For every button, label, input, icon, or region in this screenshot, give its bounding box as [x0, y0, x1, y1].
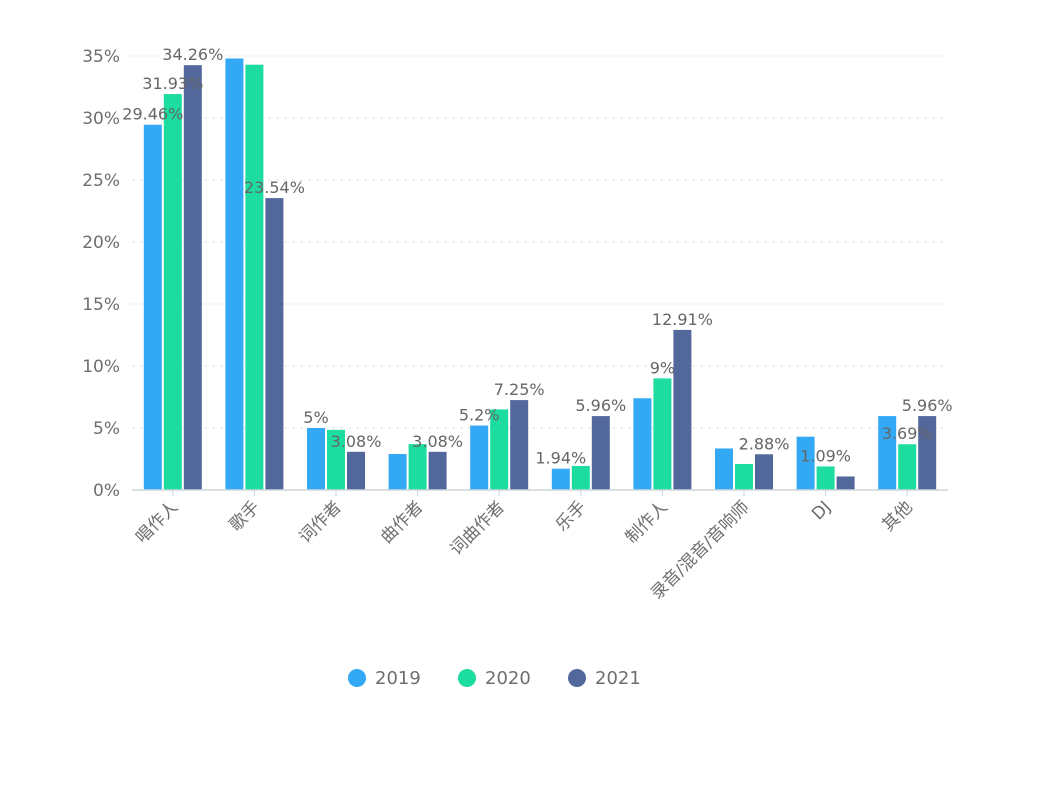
y-tick-label: 15%: [82, 295, 120, 315]
data-label: 1.09%: [800, 446, 851, 465]
y-axis-ticks: 0% 5% 10% 15% 20% 25% 30% 35%: [82, 47, 120, 501]
bar-2021: [510, 400, 529, 490]
data-label: 3.08%: [331, 432, 382, 451]
y-tick-label: 30%: [82, 109, 120, 129]
y-tick-label: 20%: [82, 233, 120, 253]
bar-2020: [490, 409, 509, 490]
bar-2019: [715, 448, 733, 490]
legend-label: 2020: [485, 668, 531, 689]
y-tick-label: 35%: [82, 47, 120, 67]
x-category-label: 制作人: [622, 497, 672, 547]
bar-2020: [245, 64, 264, 491]
x-category-label: 其他: [879, 497, 917, 535]
y-tick-label: 25%: [82, 171, 120, 191]
x-category-label: DJ: [808, 497, 835, 524]
bar-2020: [327, 429, 345, 490]
bar-2019: [388, 454, 407, 490]
bar-2021: [347, 451, 365, 490]
bar-2019: [633, 398, 652, 490]
data-label: 29.46%: [122, 105, 183, 124]
y-tick-label: 0%: [93, 481, 120, 501]
data-label: 12.91%: [652, 310, 713, 329]
bars: [143, 58, 937, 491]
legend: 2019 2020 2021: [348, 668, 641, 689]
data-label: 5%: [303, 408, 328, 427]
bar-2019: [143, 124, 162, 491]
legend-item-2019[interactable]: 2019: [348, 668, 421, 689]
bar-2021: [755, 454, 773, 490]
bar-2021: [836, 476, 855, 490]
bar-2021: [428, 451, 447, 490]
x-category-label: 词作者: [295, 497, 345, 547]
legend-item-2020[interactable]: 2020: [458, 668, 531, 689]
data-label: 3.69%: [882, 424, 933, 443]
bar-2021: [591, 416, 610, 490]
bar-2021: [265, 198, 284, 490]
data-labels: 29.46%31.93%34.26%23.54%5%3.08% 3.08%5.2%…: [122, 45, 952, 467]
bar-2019: [470, 425, 489, 490]
x-category-label: 曲作者: [377, 497, 427, 547]
legend-marker: [458, 669, 476, 687]
bar-2020: [163, 94, 182, 491]
bar-2019: [551, 468, 570, 490]
data-label: 5.96%: [902, 396, 953, 415]
bar-2020: [571, 465, 590, 490]
bar-2020: [735, 463, 753, 490]
data-label: 9%: [650, 358, 675, 377]
x-category-label: 词曲作者: [447, 497, 509, 559]
y-tick-label: 10%: [82, 357, 120, 377]
data-label: 31.93%: [142, 74, 203, 93]
legend-marker: [348, 669, 366, 687]
legend-label: 2021: [595, 668, 641, 689]
bar-2020: [898, 444, 917, 490]
data-label: 2.88%: [739, 434, 790, 453]
legend-marker: [568, 669, 586, 687]
data-label: 1.94%: [535, 449, 586, 468]
bar-2019: [878, 416, 897, 490]
x-category-label: 唱作人: [132, 497, 182, 547]
data-label: 3.08%: [412, 432, 463, 451]
x-category-label: 乐手: [552, 497, 590, 535]
bar-2019: [307, 428, 325, 490]
data-label: 5.2%: [459, 406, 500, 425]
legend-item-2021[interactable]: 2021: [568, 668, 641, 689]
bar-2020: [816, 466, 835, 490]
bar-2021: [673, 329, 692, 490]
bar-2019: [796, 436, 815, 490]
data-label: 23.54%: [244, 178, 305, 197]
bar-2020: [408, 444, 427, 490]
bar-2021: [183, 65, 202, 491]
bar-2021: [918, 416, 937, 490]
data-label: 7.25%: [494, 380, 545, 399]
data-label: 5.96%: [575, 396, 626, 415]
x-category-label: 歌手: [226, 497, 264, 535]
legend-label: 2019: [375, 668, 421, 689]
bar-2020: [653, 378, 672, 490]
bar-2019: [225, 58, 244, 490]
data-label: 34.26%: [162, 45, 223, 64]
y-tick-label: 5%: [93, 419, 120, 439]
